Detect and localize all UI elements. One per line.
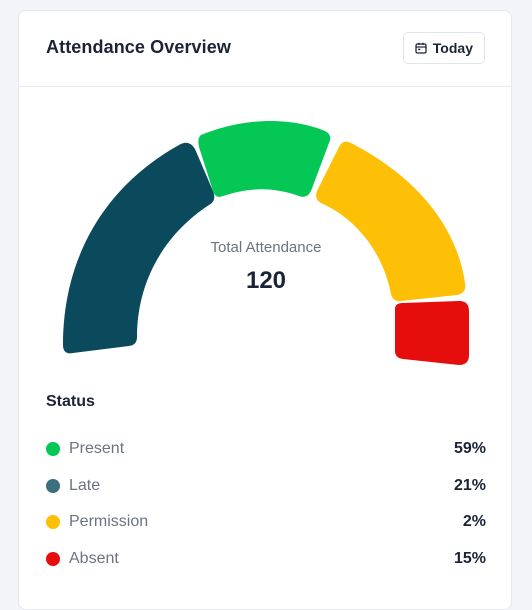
status-label: Permission: [69, 513, 149, 531]
gauge-center-value: 120: [245, 267, 287, 294]
status-label: Present: [69, 440, 125, 458]
status-list: Present 59% Late 21% Permission 2% Absen…: [46, 431, 486, 577]
absent-dot-icon: [46, 551, 60, 566]
status-label: Absent: [69, 549, 119, 567]
gauge-segment-late: [63, 142, 215, 354]
status-value: 15%: [453, 549, 486, 567]
status-item-present: Present 59%: [46, 431, 486, 468]
status-item-absent: Absent 15%: [46, 541, 486, 578]
attendance-gauge: Total Attendance 120: [19, 87, 513, 377]
gauge-segment-present: [198, 120, 331, 197]
gauge-segment-permission: [316, 141, 466, 302]
status-item-late: Late 21%: [46, 468, 486, 505]
status-value: 59%: [453, 440, 486, 458]
card-header: Attendance Overview Today: [19, 11, 511, 87]
today-button-label: Today: [432, 40, 473, 56]
calendar-icon: [415, 42, 427, 54]
late-dot-icon: [46, 478, 60, 493]
status-item-permission: Permission 2%: [46, 504, 486, 541]
present-dot-icon: [46, 442, 60, 457]
card-title: Attendance Overview: [46, 37, 231, 57]
status-value: 21%: [453, 476, 486, 494]
gauge-center-label: Total Attendance: [210, 239, 322, 256]
status-label: Late: [69, 476, 101, 494]
permission-dot-icon: [46, 515, 60, 530]
attendance-overview-card: Attendance Overview Today Total Attendan…: [18, 10, 512, 610]
status-title: Status: [46, 393, 95, 410]
today-button[interactable]: Today: [402, 32, 485, 64]
status-value: 2%: [462, 513, 486, 531]
gauge-segment-absent: [395, 301, 469, 365]
